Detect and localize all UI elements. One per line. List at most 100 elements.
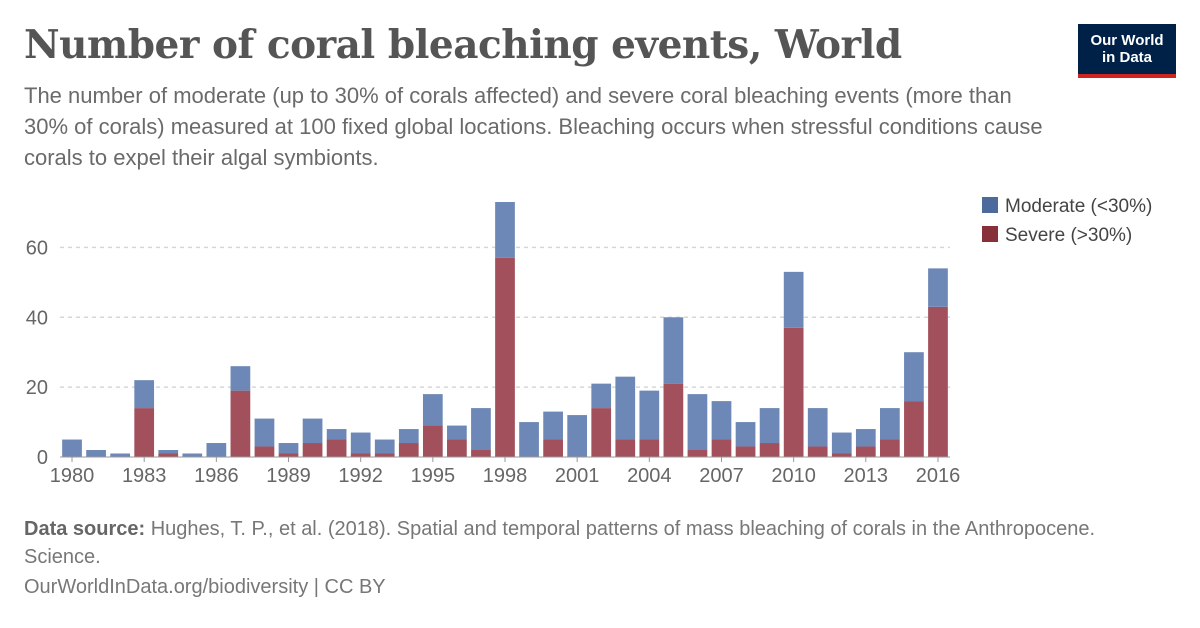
bar-moderate-2008: [735, 422, 756, 447]
bar-moderate-2006: [687, 394, 708, 451]
bar-moderate-1996: [447, 425, 467, 440]
logo-line-1: Our World: [1090, 32, 1164, 49]
bar-severe-2009: [759, 443, 780, 457]
chart-subtitle: The number of moderate (up to 30% of cor…: [24, 83, 1043, 170]
bar-moderate-1999: [519, 422, 539, 457]
y-tick-label-60: 60: [26, 237, 48, 259]
bar-severe-2004: [639, 439, 660, 457]
bar-severe-2008: [735, 446, 756, 457]
x-tick-label-1989: 1989: [266, 465, 311, 487]
x-tick-label-2001: 2001: [555, 465, 600, 487]
bar-moderate-2013: [855, 429, 876, 447]
bar-moderate-2016: [928, 268, 948, 307]
bar-moderate-1985: [182, 453, 203, 457]
bar-severe-1995: [422, 425, 443, 457]
bar-severe-1992: [350, 453, 371, 457]
bar-moderate-1983: [134, 380, 155, 409]
bar-chart: 0 20 40 60 1980 1983 1986 1989 1992 1995 1998 2001 2…: [26, 196, 1153, 487]
owid-logo[interactable]: Our World in Data: [1078, 24, 1176, 78]
bar-moderate-1981: [86, 450, 106, 457]
bar-moderate-2002: [591, 383, 612, 409]
data-source-note: Data source: Hughes, T. P., et al. (2018…: [24, 515, 1154, 571]
bar-severe-1988: [254, 446, 275, 457]
bar-moderate-2000: [543, 411, 563, 440]
bar-severe-2014: [880, 439, 900, 457]
x-tick-label-1995: 1995: [411, 465, 456, 487]
bar-moderate-2009: [759, 408, 780, 444]
bar-severe-1987: [230, 390, 251, 457]
bar-moderate-1982: [110, 453, 130, 457]
data-source-label: Data source:: [24, 518, 146, 540]
bar-moderate-1997: [471, 408, 491, 451]
bar-moderate-1989: [278, 443, 299, 454]
bar-moderate-2004: [639, 390, 660, 440]
bar-moderate-1988: [254, 418, 275, 447]
bar-severe-1990: [302, 443, 323, 457]
bars: [62, 202, 948, 457]
bar-severe-2002: [591, 408, 612, 457]
bar-moderate-1987: [230, 366, 251, 391]
bar-moderate-1986: [206, 443, 227, 457]
bar-moderate-2001: [567, 415, 588, 457]
bar-severe-2013: [855, 446, 876, 457]
x-tick-label-2010: 2010: [771, 465, 816, 487]
bar-severe-1991: [326, 439, 347, 457]
bar-severe-2007: [711, 439, 732, 457]
bar-severe-2006: [687, 450, 708, 457]
y-tick-label-20: 20: [26, 377, 48, 399]
bar-severe-1998: [495, 257, 515, 457]
bar-severe-2010: [783, 327, 804, 457]
bar-severe-1993: [374, 453, 395, 457]
bar-severe-1983: [134, 408, 155, 457]
legend-label-moderate: Moderate (<30%): [1005, 196, 1152, 217]
bar-moderate-2010: [783, 271, 804, 328]
bar-moderate-1995: [422, 394, 443, 426]
bar-severe-2015: [904, 401, 924, 457]
data-source-text: Hughes, T. P., et al. (2018). Spatial an…: [24, 518, 1095, 568]
bar-moderate-2015: [904, 352, 924, 402]
bar-severe-2003: [615, 439, 636, 457]
bar-moderate-1992: [350, 432, 371, 454]
bar-moderate-2011: [807, 408, 828, 447]
bar-severe-1996: [447, 439, 467, 457]
footer-url[interactable]: OurWorldInData.org/biodiversity | CC BY: [24, 576, 386, 598]
x-tick-label-1986: 1986: [194, 465, 239, 487]
bar-moderate-2005: [663, 317, 684, 384]
x-tick-label-2007: 2007: [699, 465, 744, 487]
bar-moderate-1991: [326, 429, 347, 440]
bar-moderate-1984: [158, 450, 179, 454]
bar-severe-1984: [158, 453, 179, 457]
bar-moderate-2014: [880, 408, 900, 440]
logo-line-2: in Data: [1101, 49, 1152, 66]
x-tick-label-2004: 2004: [627, 465, 672, 487]
bar-moderate-1990: [302, 418, 323, 444]
axes: 0 20 40 60 1980 1983 1986 1989 1992 1995 1998 2001 2…: [26, 237, 960, 487]
x-tick-label-1983: 1983: [122, 465, 167, 487]
legend: Moderate (<30%) Severe (>30%): [982, 196, 1152, 246]
bar-severe-2016: [928, 306, 948, 457]
y-tick-label-0: 0: [37, 447, 48, 469]
bar-moderate-1980: [62, 439, 82, 457]
bar-moderate-1993: [374, 439, 395, 454]
bar-moderate-1994: [398, 429, 419, 444]
bar-moderate-2003: [615, 376, 636, 440]
x-tick-label-1980: 1980: [50, 465, 95, 487]
x-tick-label-1992: 1992: [338, 465, 383, 487]
bar-severe-2011: [807, 446, 828, 457]
chart-title: Number of coral bleaching events, World: [24, 22, 902, 68]
bar-moderate-1998: [495, 202, 515, 258]
y-tick-label-40: 40: [26, 307, 48, 329]
legend-swatch-severe: [982, 226, 998, 242]
bar-severe-2005: [663, 383, 684, 457]
legend-label-severe: Severe (>30%): [1005, 225, 1132, 246]
x-tick-label-2013: 2013: [844, 465, 889, 487]
bar-severe-2012: [831, 453, 852, 457]
bar-severe-2000: [543, 439, 563, 457]
x-tick-label-2016: 2016: [916, 465, 961, 487]
bar-moderate-2007: [711, 401, 732, 440]
bar-severe-1997: [471, 450, 491, 457]
bar-severe-1994: [398, 443, 419, 457]
x-tick-label-1998: 1998: [483, 465, 528, 487]
legend-swatch-moderate: [982, 197, 998, 213]
bar-severe-1989: [278, 453, 299, 457]
